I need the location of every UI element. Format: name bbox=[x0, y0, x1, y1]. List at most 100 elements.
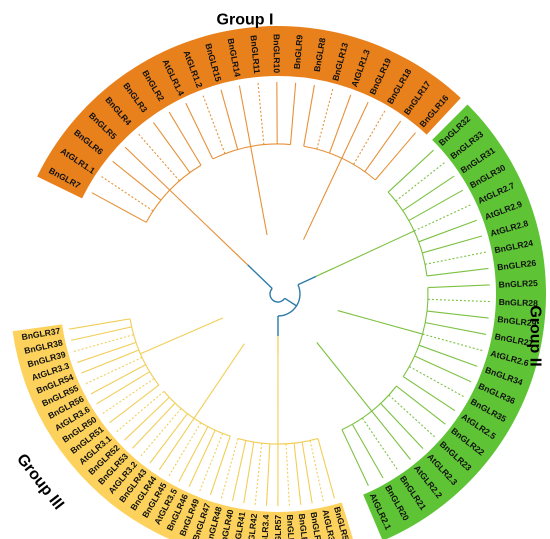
tree-branch bbox=[91, 192, 147, 223]
tree-branch bbox=[413, 204, 471, 232]
tree-branch bbox=[77, 341, 137, 363]
tree-branch bbox=[414, 355, 472, 383]
tree-branch bbox=[351, 423, 384, 479]
tree-branch bbox=[220, 89, 239, 150]
tree-branch bbox=[221, 343, 245, 378]
tree-branch bbox=[124, 397, 170, 441]
tree-branch bbox=[96, 371, 150, 405]
leaf-label: BnGLR42 bbox=[245, 513, 259, 539]
tree-branch bbox=[316, 342, 343, 374]
leaf-label: BnGLR11 bbox=[249, 35, 263, 75]
group-band-g1 bbox=[37, 25, 461, 199]
tree-branch bbox=[169, 189, 207, 226]
tree-branch bbox=[90, 364, 146, 395]
tree-branch bbox=[81, 349, 140, 374]
root-branch bbox=[297, 275, 317, 286]
tree-branch bbox=[71, 326, 132, 341]
tree-branch bbox=[328, 94, 352, 154]
tree-branch bbox=[124, 146, 171, 191]
tree-branch bbox=[68, 318, 131, 330]
tree-branch bbox=[418, 219, 477, 243]
tree-branch bbox=[395, 162, 445, 202]
tree-branch bbox=[254, 443, 263, 505]
root-branch bbox=[284, 297, 297, 307]
tree-branch bbox=[205, 224, 236, 253]
tree-branch bbox=[370, 230, 415, 252]
tree-branch bbox=[334, 250, 371, 269]
group-band-g3 bbox=[12, 324, 353, 539]
tree-branch bbox=[140, 333, 187, 355]
tree-branch bbox=[316, 89, 334, 150]
tree-branch bbox=[424, 251, 486, 265]
tree-branch bbox=[396, 385, 446, 425]
group-label-g2: Group II bbox=[527, 305, 544, 366]
tree-branch bbox=[303, 85, 315, 147]
tree-branch bbox=[380, 403, 424, 450]
leaf-label: BnGLR28 bbox=[499, 297, 539, 308]
tree-branch bbox=[341, 373, 373, 412]
tree-branch bbox=[149, 413, 188, 464]
tree-branch bbox=[243, 441, 255, 504]
tree-branch bbox=[250, 146, 261, 196]
tree-branch bbox=[341, 101, 369, 159]
tree-branch bbox=[418, 344, 478, 367]
tree-branch bbox=[293, 443, 302, 505]
tree-branch bbox=[426, 310, 489, 319]
tree-branch bbox=[138, 133, 180, 182]
tree-branch bbox=[364, 120, 402, 172]
tree-branch bbox=[231, 440, 247, 502]
tree-branch bbox=[178, 426, 209, 482]
tree-branch bbox=[337, 310, 377, 322]
tree-branch bbox=[341, 429, 369, 486]
root-branch bbox=[269, 287, 286, 303]
tree-branch bbox=[426, 267, 489, 277]
leaf-label: BnGLR58 bbox=[285, 514, 297, 539]
tree-branch bbox=[199, 433, 224, 492]
tree-branch bbox=[145, 164, 202, 223]
leaf-label: BnGLR25 bbox=[498, 278, 538, 290]
group-color-bands bbox=[12, 25, 546, 539]
tree-branch bbox=[209, 436, 231, 496]
tree-branch bbox=[422, 333, 483, 352]
tree-branch bbox=[188, 429, 216, 487]
tree-branch bbox=[257, 82, 265, 145]
tree-branch bbox=[158, 417, 195, 470]
tree-branch bbox=[409, 366, 464, 398]
group-band-g2 bbox=[363, 104, 546, 539]
tree-branch bbox=[265, 443, 271, 506]
group-label-g1: Group I bbox=[217, 12, 274, 29]
tree-branch bbox=[387, 191, 428, 276]
tree-branch bbox=[320, 158, 343, 204]
tree-branch bbox=[408, 189, 464, 222]
root-branch bbox=[247, 264, 263, 280]
tree-branches bbox=[68, 81, 490, 507]
tree-branch bbox=[361, 417, 398, 470]
tree-branch bbox=[168, 111, 202, 166]
leaf-label: BnGLR57 bbox=[273, 515, 283, 539]
tree-branch bbox=[315, 267, 335, 277]
tree-branch bbox=[132, 402, 176, 449]
tree-branch bbox=[427, 284, 490, 289]
tree-branch bbox=[388, 394, 436, 438]
tree-branch bbox=[153, 122, 191, 173]
tree-branch bbox=[237, 438, 319, 445]
tree-branch bbox=[402, 175, 455, 212]
tree-branch bbox=[422, 235, 483, 254]
leaf-label: BnGLR29 bbox=[497, 314, 537, 328]
tree-branch bbox=[101, 176, 154, 212]
tree-branch bbox=[402, 376, 456, 412]
tree-branch bbox=[353, 110, 386, 165]
leaf-label: BnGLR9 bbox=[292, 34, 305, 69]
leaf-label: BnGLR10 bbox=[272, 34, 282, 73]
tree-branch bbox=[289, 82, 297, 145]
tree-branch bbox=[374, 132, 416, 181]
tree-branch bbox=[112, 160, 162, 201]
group-label-g3: Group III bbox=[13, 451, 67, 513]
leaf-label: BnGLR60 bbox=[297, 513, 311, 539]
leaf-label: BnGLR26 bbox=[497, 258, 537, 273]
tree-branch bbox=[427, 298, 490, 303]
tree-branch bbox=[186, 317, 224, 335]
tree-branch bbox=[129, 318, 160, 386]
tree-branch bbox=[238, 85, 252, 147]
